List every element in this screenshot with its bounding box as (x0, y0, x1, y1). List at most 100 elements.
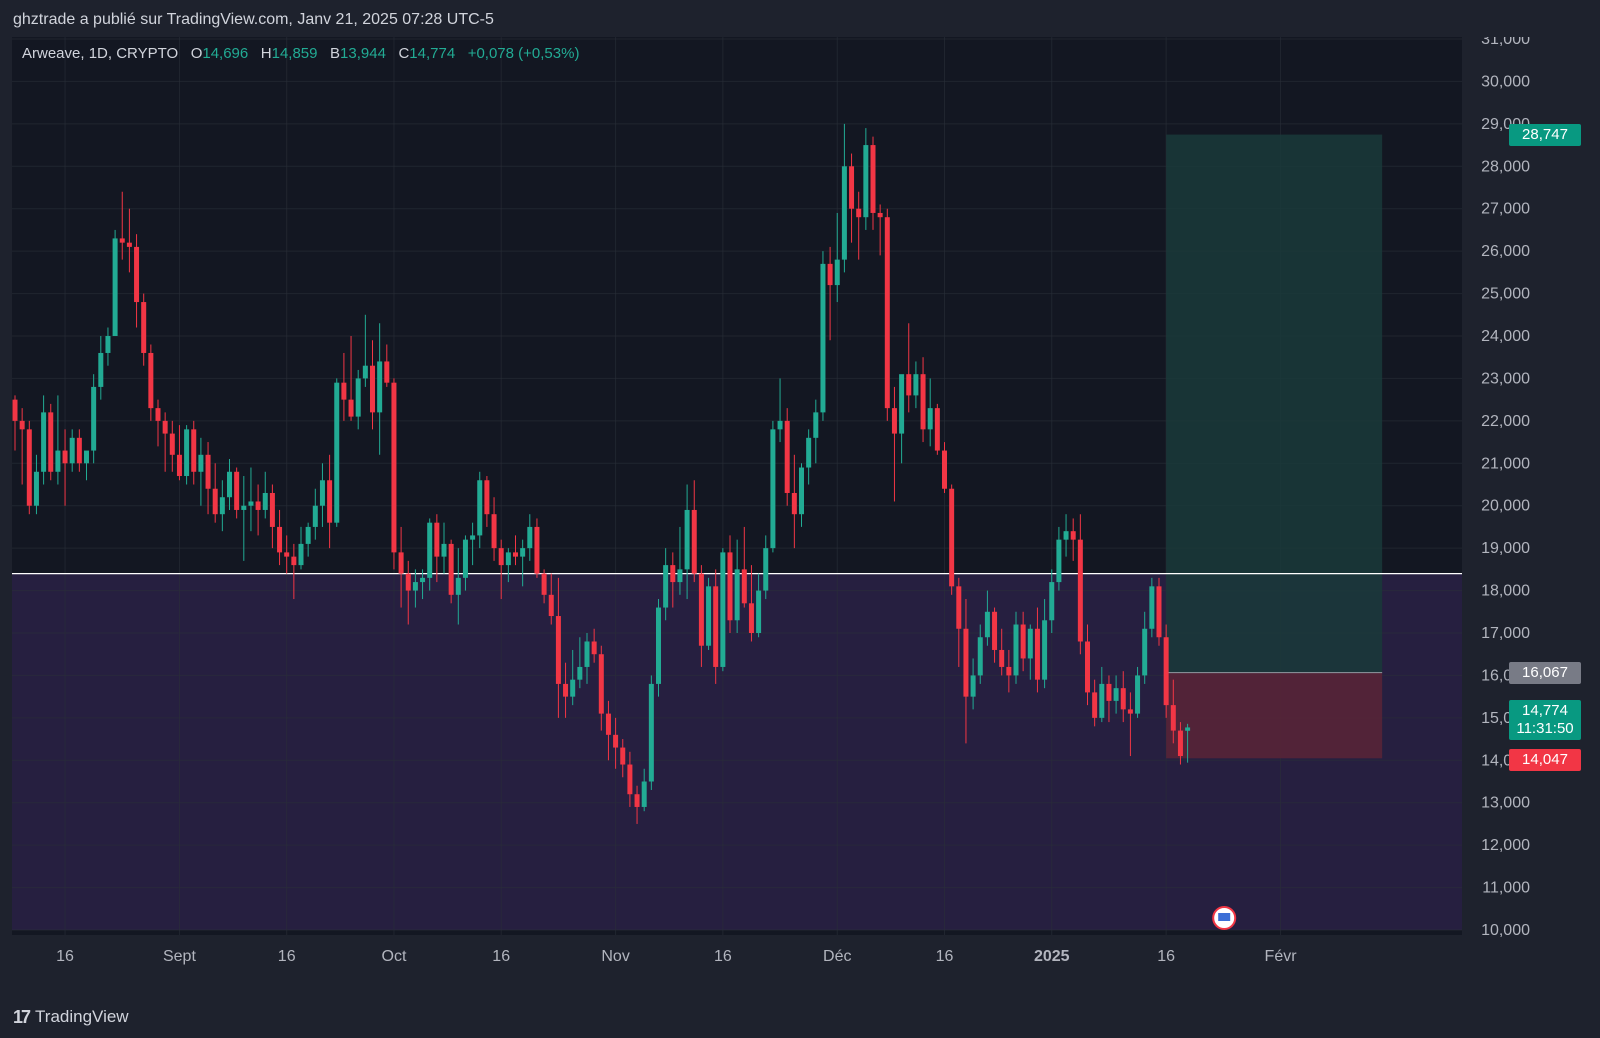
candle-body (1120, 688, 1126, 710)
candle-body (12, 399, 18, 421)
candle-body (677, 569, 683, 583)
low-value: 13,944 (340, 45, 386, 62)
candle-body (577, 666, 583, 680)
x-tick-label: Oct (382, 948, 407, 965)
candle-body (398, 552, 404, 574)
candle-body (26, 429, 32, 506)
candle-body (934, 408, 940, 451)
candle-body (1092, 692, 1098, 718)
candle-body (255, 501, 261, 510)
target-price-badge: 28,747 (1509, 123, 1581, 146)
candlestick-chart[interactable]: 16 Sept 16 Oct 16 Nov 16 Déc 16 2025 16 Févr 31,000 3… (12, 37, 1585, 992)
candle-body (112, 238, 118, 336)
candle-body (327, 480, 333, 523)
candle-body (813, 412, 819, 438)
candle-body (863, 145, 869, 218)
candle-body (1020, 624, 1026, 659)
candle-body (920, 374, 926, 430)
candle-body (641, 781, 647, 807)
candle-body (434, 522, 440, 557)
candle-body (841, 166, 847, 260)
candle-body (1070, 531, 1076, 540)
x-tick-label: 16 (278, 948, 296, 965)
tradingview-branding[interactable]: 17 TradingView (13, 1005, 129, 1029)
high-label: H (260, 45, 272, 62)
low-label: B (330, 45, 341, 62)
candle-body (734, 569, 740, 621)
change-value: +0,078 (+0,53%) (467, 45, 580, 62)
candle-body (148, 352, 154, 409)
candle-body (977, 637, 983, 676)
close-value: 14,774 (409, 45, 456, 62)
candle-body (234, 471, 240, 510)
y-tick-label: 20,000 (1481, 498, 1530, 515)
candle-body (284, 552, 290, 557)
candle-body (184, 429, 190, 477)
candle-body (470, 535, 476, 540)
candle-body (62, 450, 68, 464)
stop-zone (1166, 672, 1383, 759)
candle-body (541, 573, 547, 595)
candle-body (784, 420, 790, 493)
candle-body (1106, 683, 1112, 701)
candle-body (405, 573, 411, 591)
y-tick-label: 12,000 (1481, 837, 1530, 854)
candle-body (205, 454, 211, 489)
ohlc-legend: Arweave, 1D, CRYPTO O14,696 H14,859 B13,… (22, 45, 579, 62)
x-tick-label: 2025 (1034, 948, 1070, 965)
candle-body (827, 263, 833, 286)
candle-body (648, 683, 654, 782)
candle-body (1149, 586, 1155, 629)
candle-body (570, 679, 576, 697)
candle-body (55, 450, 61, 472)
candle-body (806, 437, 812, 468)
candle-body (999, 649, 1005, 667)
candle-body (698, 573, 704, 646)
candle-body (355, 378, 361, 417)
candle-body (455, 577, 461, 595)
candle-body (1170, 705, 1176, 731)
brand-name: TradingView (35, 1007, 129, 1026)
y-tick-label: 25,000 (1481, 286, 1530, 303)
candle-body (84, 450, 89, 464)
event-flag-icon-field (1218, 913, 1231, 921)
x-tick-label: Nov (601, 948, 629, 965)
open-label: O (190, 45, 203, 62)
chart-area[interactable]: 16 Sept 16 Oct 16 Nov 16 Déc 16 2025 16 Févr 31,000 3… (12, 37, 1585, 992)
candle-body (348, 399, 354, 417)
candle-body (141, 302, 147, 353)
candle-body (1135, 675, 1141, 714)
publication-attribution: ghztrade a publié sur TradingView.com, J… (13, 11, 494, 28)
candle-body (126, 242, 132, 247)
candle-body (33, 471, 39, 506)
candle-body (277, 526, 283, 553)
candle-body (548, 594, 554, 617)
candle-body (248, 501, 254, 506)
symbol-label: Arweave, 1D, CRYPTO (22, 45, 179, 62)
y-tick-label: 23,000 (1481, 370, 1530, 387)
candle-body (1056, 539, 1062, 583)
candle-body (1156, 586, 1162, 638)
candle-body (41, 412, 47, 472)
tradingview-logo-icon: 17 (13, 1006, 31, 1027)
candle-body (970, 675, 976, 697)
candle-body (334, 382, 340, 523)
candle-body (169, 433, 175, 455)
candle-body (992, 611, 998, 650)
candle-body (520, 548, 526, 557)
y-tick-label: 30,000 (1481, 73, 1530, 90)
candle-body (505, 552, 511, 566)
candle-body (756, 590, 762, 633)
y-tick-label: 28,000 (1481, 158, 1530, 175)
candle-body (162, 420, 168, 434)
candle-body (155, 408, 161, 421)
candle-body (1013, 624, 1019, 676)
candle-body (448, 543, 454, 595)
y-tick-label: 18,000 (1481, 583, 1530, 600)
candle-body (341, 382, 347, 400)
candle-body (563, 683, 569, 697)
candle-body (391, 382, 397, 553)
candle-body (634, 794, 640, 807)
candle-body (105, 336, 111, 353)
candle-body (834, 259, 840, 286)
